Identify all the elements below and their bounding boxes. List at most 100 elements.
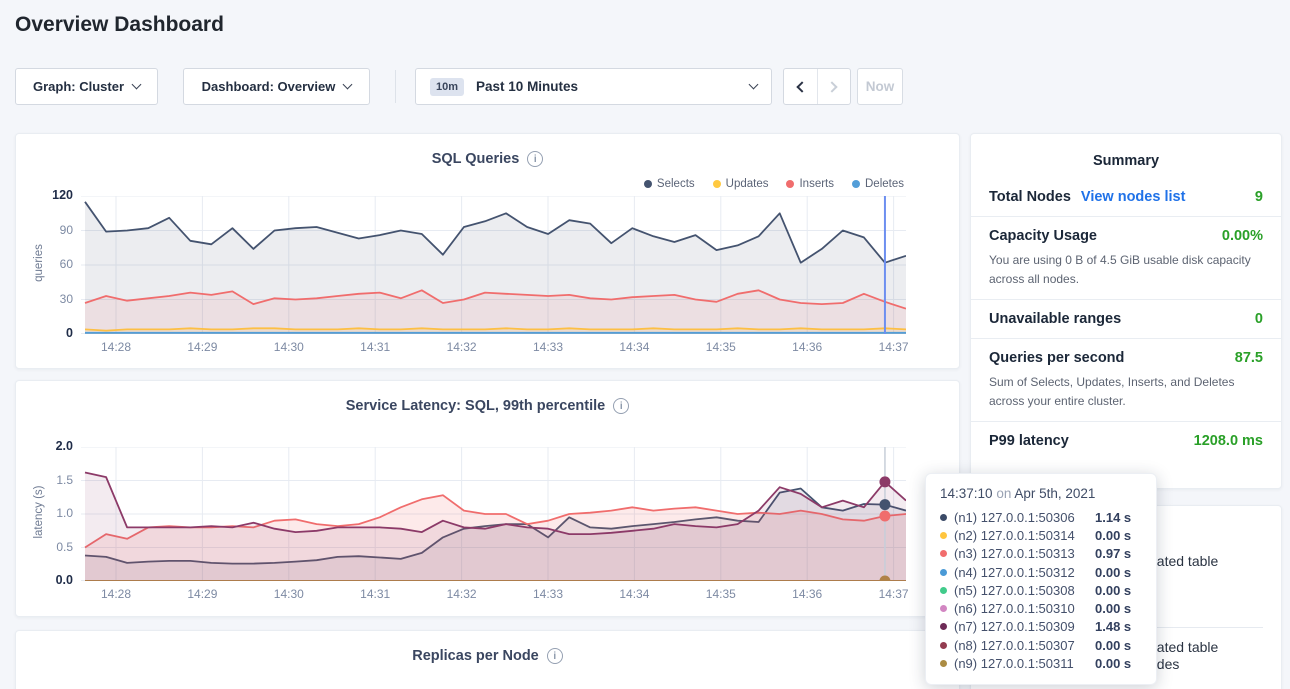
x-axis-tick: 14:37	[864, 340, 924, 354]
node-color-dot-icon	[940, 660, 947, 667]
summary-row-qps: Queries per second 87.5 Sum of Selects, …	[971, 338, 1281, 421]
summary-title: Summary	[971, 134, 1281, 169]
x-axis-tick: 14:32	[432, 340, 492, 354]
service-latency-chart[interactable]	[81, 447, 906, 581]
tooltip-row: (n2) 127.0.0.1:503140.00 s	[940, 526, 1142, 544]
time-prev-button[interactable]	[784, 69, 817, 104]
y-axis-tick: 1.0	[29, 506, 73, 521]
p99-latency-label: P99 latency	[989, 433, 1069, 449]
y-axis-tick: 30	[29, 292, 73, 307]
tooltip-node-latency: 0.00 s	[1095, 583, 1131, 598]
tooltip-node-address: (n2) 127.0.0.1:50314	[954, 528, 1088, 543]
info-icon[interactable]: i	[547, 648, 563, 664]
chart-title: Replicas per Node i	[16, 648, 959, 664]
x-axis-tick: 14:32	[432, 587, 492, 601]
x-axis-tick: 14:35	[691, 587, 751, 601]
chevron-down-icon	[132, 80, 142, 90]
node-color-dot-icon	[940, 550, 947, 557]
tooltip-row: (n5) 127.0.0.1:50308 0.00 s	[940, 581, 1142, 599]
graph-dropdown-label: Graph: Cluster	[33, 79, 124, 94]
info-icon[interactable]: i	[613, 398, 629, 414]
node-color-dot-icon	[940, 623, 947, 630]
tooltip-preposition: on	[996, 486, 1011, 501]
y-axis-tick: 0.5	[29, 540, 73, 555]
summary-panel: Summary Total Nodes View nodes list 9 Ca…	[970, 133, 1282, 489]
time-range-dropdown[interactable]: 10m Past 10 Minutes	[415, 68, 772, 105]
x-axis-tick: 14:28	[86, 587, 146, 601]
legend-dot-icon	[713, 180, 721, 188]
tooltip-node-address: (n9) 127.0.0.1:50311	[954, 656, 1088, 671]
x-axis-tick: 14:35	[691, 340, 751, 354]
tooltip-row: (n3) 127.0.0.1:50313 0.97 s	[940, 545, 1142, 563]
event-item-fragment: eated table	[1149, 639, 1218, 655]
tooltip-node-latency: 0.00 s	[1095, 656, 1131, 671]
y-axis-tick: 0	[29, 326, 73, 341]
tooltip-row: (n4) 127.0.0.1:503120.00 s	[940, 563, 1142, 581]
legend-label: Inserts	[799, 178, 834, 190]
time-range-badge: 10m	[430, 78, 464, 96]
legend-item: Selects	[644, 178, 695, 190]
x-axis-tick: 14:28	[86, 340, 146, 354]
sql-queries-chart-card: SQL Queries i SelectsUpdatesInsertsDelet…	[15, 133, 960, 369]
page-title: Overview Dashboard	[15, 13, 224, 37]
service-latency-chart-card: Service Latency: SQL, 99th percentile i …	[15, 380, 960, 617]
y-axis-tick: 90	[29, 223, 73, 238]
y-axis-tick: 0.0	[29, 573, 73, 588]
legend-label: Selects	[657, 178, 695, 190]
legend-item: Inserts	[786, 178, 834, 190]
dashboard-dropdown-label: Dashboard: Overview	[202, 79, 336, 94]
tooltip-node-latency: 1.48 s	[1095, 619, 1131, 634]
x-axis-tick: 14:33	[518, 340, 578, 354]
info-icon[interactable]: i	[527, 151, 543, 167]
now-button[interactable]: Now	[857, 68, 903, 105]
sql-queries-plot[interactable]: queries 030609012014:2814:2914:3014:3114…	[81, 196, 906, 334]
tooltip-node-address: (n7) 127.0.0.1:50309	[954, 619, 1088, 634]
capacity-usage-value: 0.00%	[1222, 228, 1263, 244]
tooltip-node-address: (n5) 127.0.0.1:50308	[954, 583, 1088, 598]
tooltip-timestamp: 14:37:10 on Apr 5th, 2021	[940, 486, 1142, 501]
tooltip-node-address: (n3) 127.0.0.1:50313	[954, 546, 1088, 561]
chevron-down-icon	[749, 80, 759, 90]
capacity-usage-description: You are using 0 B of 4.5 GiB usable disk…	[989, 251, 1263, 288]
service-latency-plot[interactable]: latency (s) 0.00.51.01.52.014:2814:2914:…	[81, 447, 906, 581]
tooltip-node-latency: 1.14 s	[1095, 510, 1131, 525]
time-next-button[interactable]	[817, 69, 851, 104]
legend-dot-icon	[852, 180, 860, 188]
node-color-dot-icon	[940, 605, 947, 612]
unavailable-ranges-label: Unavailable ranges	[989, 311, 1121, 327]
legend-label: Updates	[726, 178, 769, 190]
node-color-dot-icon	[940, 642, 947, 649]
time-range-label: Past 10 Minutes	[476, 79, 578, 94]
tooltip-row: (n8) 127.0.0.1:503070.00 s	[940, 636, 1142, 654]
chevron-left-icon	[796, 81, 807, 92]
summary-row-unavailable-ranges: Unavailable ranges 0	[971, 299, 1281, 338]
unavailable-ranges-value: 0	[1255, 311, 1263, 327]
graph-dropdown[interactable]: Graph: Cluster	[15, 68, 158, 105]
tooltip-date: Apr 5th, 2021	[1014, 486, 1095, 501]
x-axis-tick: 14:30	[259, 340, 319, 354]
total-nodes-value: 9	[1255, 189, 1263, 205]
dashboard-dropdown[interactable]: Dashboard: Overview	[183, 68, 370, 105]
tooltip-node-latency: 0.97 s	[1095, 546, 1131, 561]
node-color-dot-icon	[940, 587, 947, 594]
view-nodes-list-link[interactable]: View nodes list	[1081, 189, 1186, 205]
chart-title-text: Service Latency: SQL, 99th percentile	[346, 398, 606, 414]
tooltip-row: (n7) 127.0.0.1:50309 1.48 s	[940, 618, 1142, 636]
x-axis-tick: 14:34	[604, 587, 664, 601]
qps-value: 87.5	[1235, 350, 1263, 366]
summary-row-capacity: Capacity Usage 0.00% You are using 0 B o…	[971, 216, 1281, 299]
x-axis-tick: 14:31	[345, 587, 405, 601]
y-axis-tick: 120	[29, 188, 73, 203]
overview-dashboard-page: Overview Dashboard Graph: Cluster Dashbo…	[0, 0, 1290, 689]
chart-title: Service Latency: SQL, 99th percentile i	[16, 398, 959, 414]
tooltip-node-address: (n6) 127.0.0.1:50310	[954, 601, 1088, 616]
toolbar-divider	[395, 70, 396, 103]
summary-row-total-nodes: Total Nodes View nodes list 9	[971, 178, 1281, 216]
x-axis-tick: 14:31	[345, 340, 405, 354]
tooltip-node-address: (n4) 127.0.0.1:50312	[954, 565, 1088, 580]
sql-queries-chart[interactable]	[81, 196, 906, 334]
qps-description: Sum of Selects, Updates, Inserts, and De…	[989, 373, 1263, 410]
summary-row-p99: P99 latency 1208.0 ms	[971, 421, 1281, 460]
tooltip-time: 14:37:10	[940, 486, 993, 501]
x-axis-tick: 14:36	[777, 340, 837, 354]
